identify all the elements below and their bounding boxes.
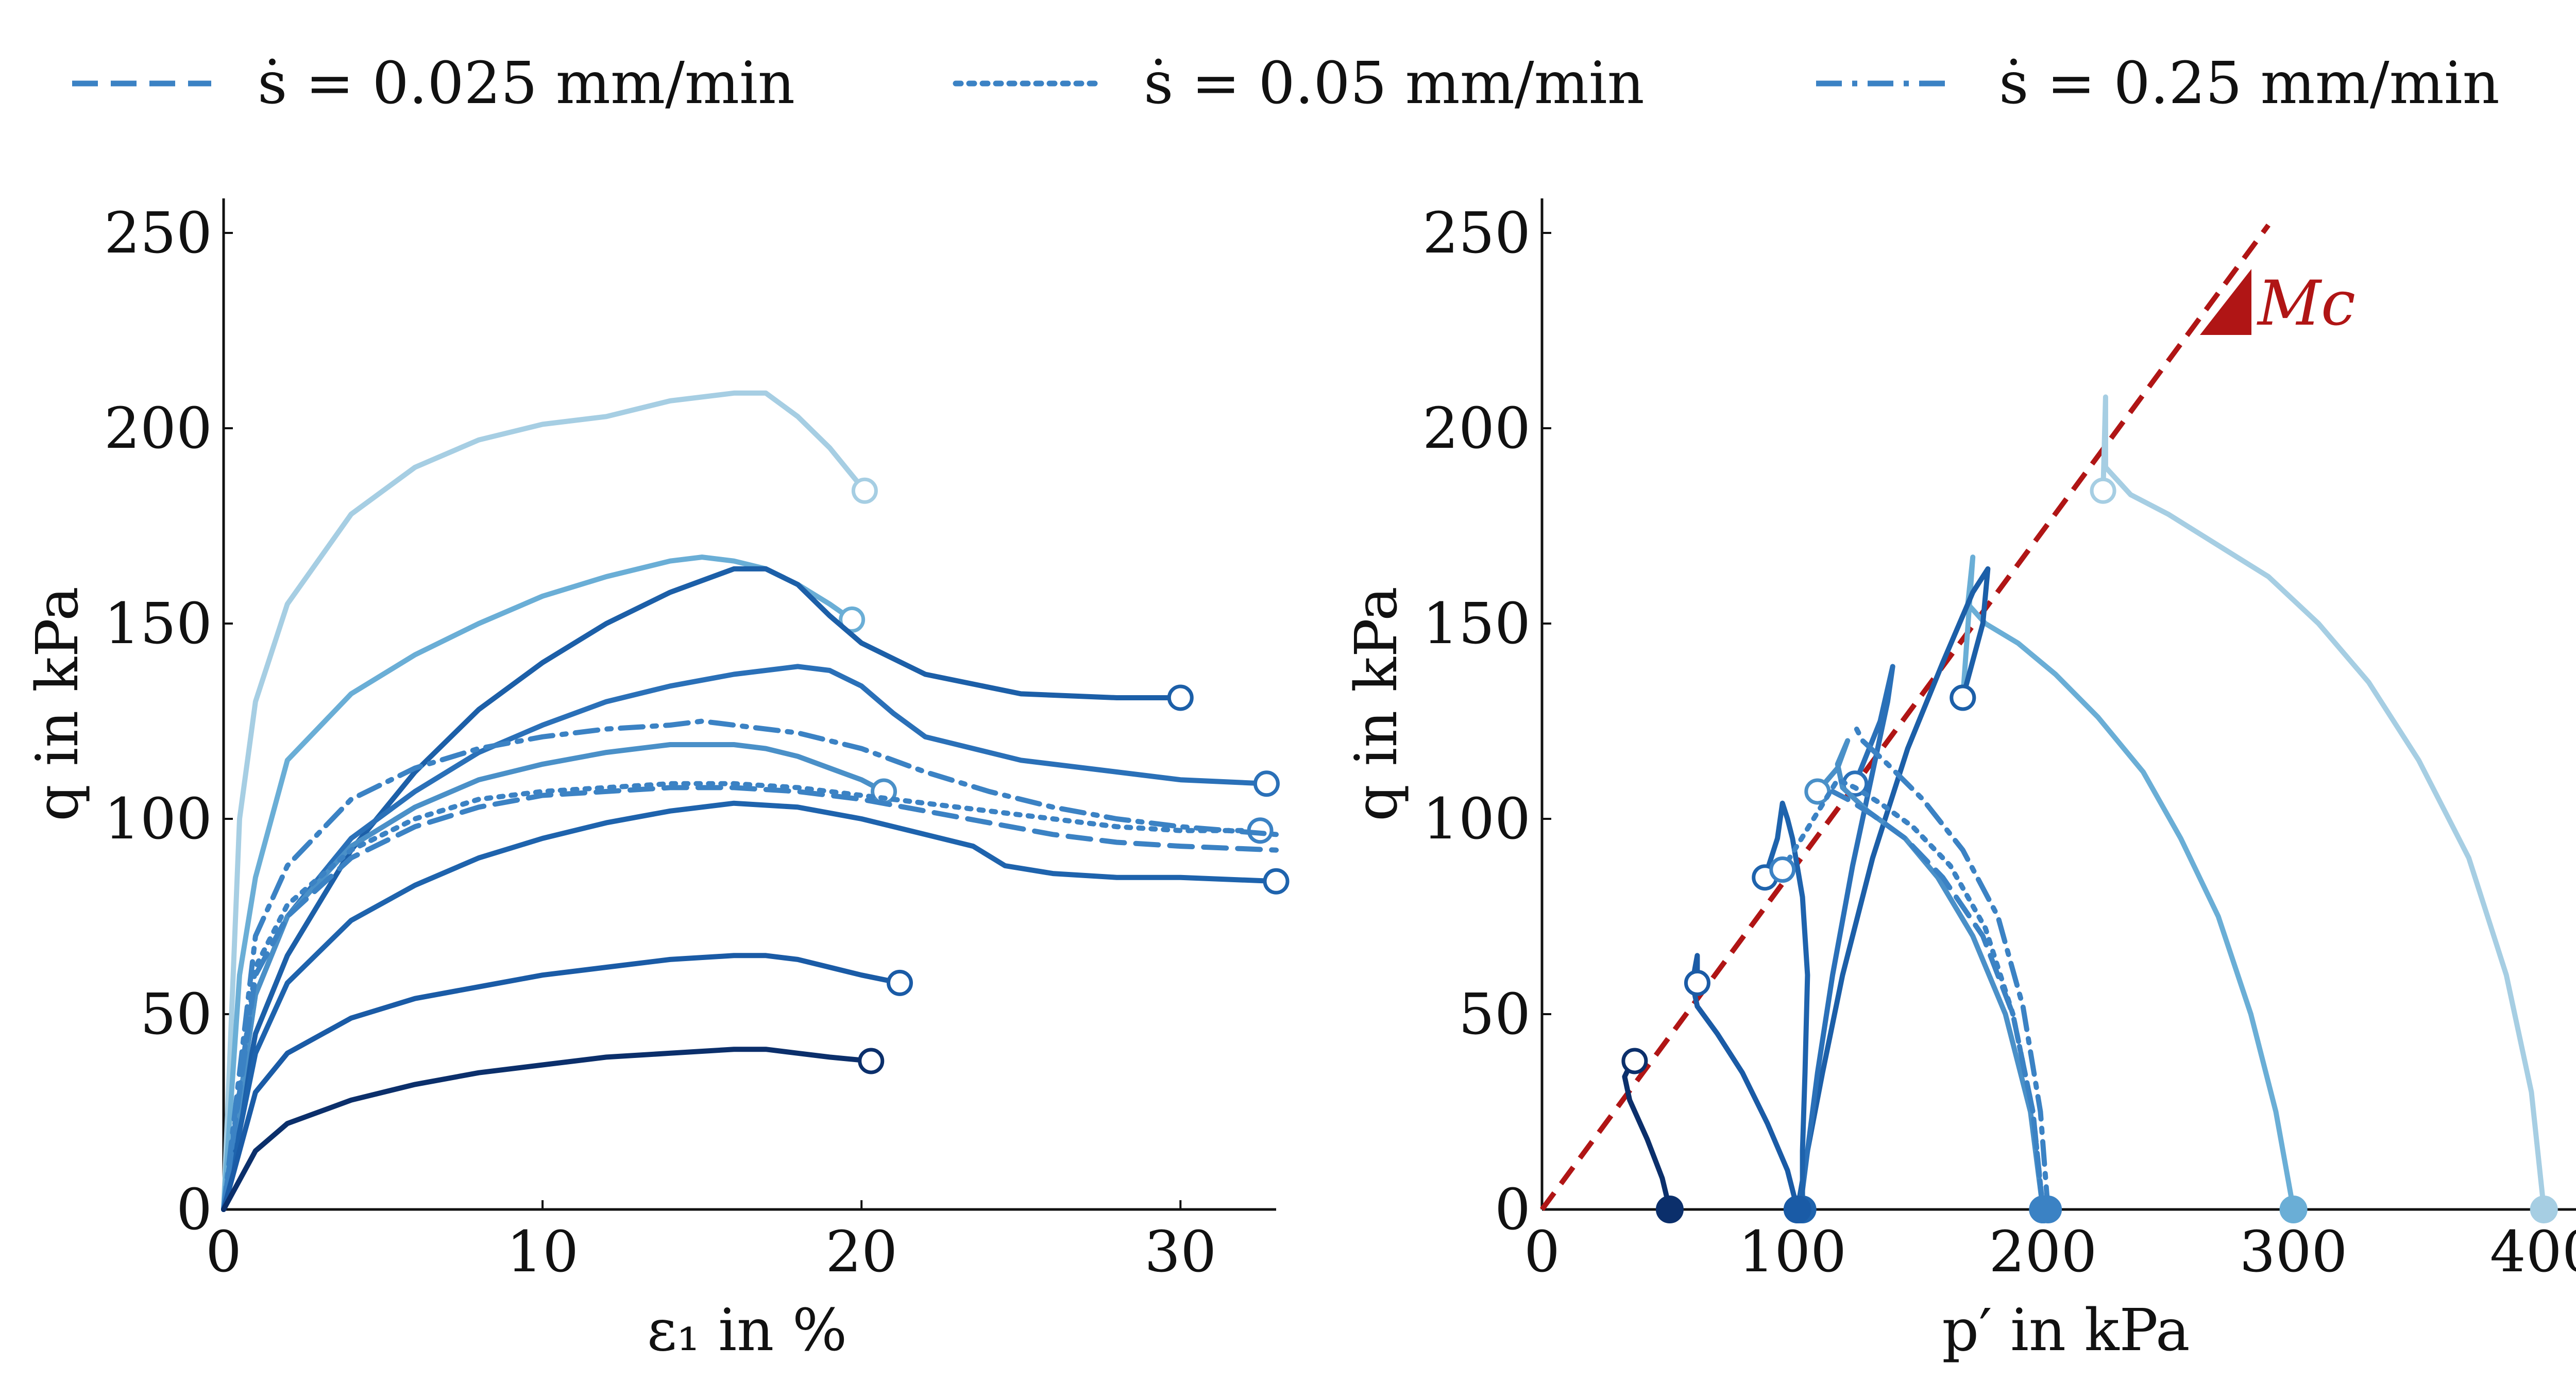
x-tick-label: 0 bbox=[206, 1219, 242, 1285]
start-marker bbox=[1655, 1196, 1684, 1223]
right-curves bbox=[1621, 394, 2558, 1223]
x-tick-label: 20 bbox=[825, 1219, 897, 1285]
series-line bbox=[1797, 664, 1895, 1212]
series-10 bbox=[221, 1047, 885, 1212]
end-marker bbox=[1621, 1048, 1648, 1074]
critical-state-line-group bbox=[1539, 223, 2270, 1211]
y-tick-label: 100 bbox=[104, 786, 212, 852]
end-marker bbox=[839, 606, 866, 633]
series-line bbox=[1960, 554, 2296, 1212]
series-line bbox=[1830, 788, 2046, 1212]
series-8 bbox=[1850, 718, 2062, 1223]
series-line bbox=[221, 664, 1269, 1212]
x-tick-label: 0 bbox=[1524, 1219, 1560, 1285]
end-marker bbox=[851, 477, 878, 504]
series-line bbox=[1850, 718, 2051, 1212]
y-tick-label: 250 bbox=[1422, 200, 1531, 266]
right-ticks: 0 100 200 300 400 0 50 100 150 200 250 bbox=[1422, 200, 2576, 1285]
series-line bbox=[221, 742, 887, 1212]
end-marker bbox=[858, 1048, 885, 1074]
legend-item-dashdot: ṡ = 0.25 mm/min bbox=[1816, 50, 2500, 117]
legend-label-dashdot: ṡ = 0.25 mm/min bbox=[1999, 50, 2500, 117]
end-marker bbox=[1167, 684, 1194, 711]
series-line bbox=[221, 781, 1263, 1212]
y-tick-label: 200 bbox=[104, 395, 212, 461]
right-y-axis-title: q in kPa bbox=[1343, 586, 1410, 821]
series-line bbox=[221, 800, 1279, 1212]
series-1 bbox=[1950, 554, 2308, 1223]
series-line bbox=[221, 1047, 874, 1212]
series-0 bbox=[2090, 394, 2558, 1223]
series-line bbox=[1689, 953, 1800, 1212]
left-curves bbox=[221, 390, 1290, 1212]
series-line bbox=[1794, 566, 1991, 1212]
critical-state-line bbox=[1539, 223, 2270, 1211]
x-tick-label: 300 bbox=[2240, 1219, 2348, 1285]
mc-slope-triangle bbox=[2200, 269, 2251, 335]
series-line bbox=[221, 390, 868, 1212]
series-line bbox=[1622, 1058, 1672, 1212]
series-0 bbox=[221, 390, 878, 1212]
y-tick-label: 150 bbox=[104, 591, 212, 657]
left-x-axis-title: ε₁ in % bbox=[647, 1297, 848, 1364]
series-7 bbox=[221, 781, 1274, 1212]
stress-path-panel: 0 100 200 300 400 0 50 100 150 200 250 p′ in kPa q… bbox=[1343, 198, 2576, 1364]
legend-label-dashed: ṡ = 0.025 mm/min bbox=[258, 50, 795, 117]
y-tick-label: 200 bbox=[1422, 395, 1531, 461]
legend: ṡ = 0.025 mm/min ṡ = 0.05 mm/min ṡ = 0.2… bbox=[72, 50, 2500, 117]
y-tick-label: 0 bbox=[176, 1176, 212, 1242]
series-5 bbox=[221, 800, 1290, 1212]
series-8 bbox=[221, 718, 1279, 1212]
y-tick-label: 0 bbox=[1495, 1176, 1531, 1242]
x-tick-label: 10 bbox=[506, 1219, 579, 1285]
legend-label-dotted: ṡ = 0.05 mm/min bbox=[1144, 50, 1645, 117]
y-tick-label: 100 bbox=[1422, 786, 1531, 852]
start-marker bbox=[2034, 1196, 2062, 1223]
y-tick-label: 50 bbox=[1459, 981, 1531, 1047]
x-tick-label: 100 bbox=[1738, 1219, 1846, 1285]
end-marker bbox=[1253, 770, 1280, 797]
series-10 bbox=[1621, 1048, 1684, 1223]
end-marker bbox=[886, 969, 913, 996]
series-line bbox=[221, 953, 903, 1212]
x-tick-label: 400 bbox=[2490, 1219, 2576, 1285]
legend-item-dashed: ṡ = 0.025 mm/min bbox=[72, 50, 795, 117]
end-marker bbox=[1684, 969, 1710, 996]
series-line bbox=[2100, 394, 2547, 1212]
series-line bbox=[1762, 800, 1810, 1212]
series-2 bbox=[221, 566, 1194, 1212]
series-3 bbox=[221, 664, 1280, 1212]
end-marker bbox=[1263, 868, 1290, 895]
y-tick-label: 50 bbox=[140, 981, 212, 1047]
series-line bbox=[1780, 777, 2046, 1212]
end-marker bbox=[1950, 684, 1976, 711]
start-marker bbox=[1783, 1196, 1811, 1223]
end-marker bbox=[2090, 477, 2116, 504]
x-tick-label: 30 bbox=[1144, 1219, 1216, 1285]
series-9 bbox=[1684, 953, 1811, 1223]
right-x-axis-title: p′ in kPa bbox=[1942, 1297, 2190, 1364]
series-9 bbox=[221, 953, 913, 1212]
series-line bbox=[221, 785, 1279, 1212]
start-marker bbox=[2279, 1196, 2308, 1223]
legend-item-dotted: ṡ = 0.05 mm/min bbox=[953, 50, 1645, 117]
x-tick-label: 200 bbox=[1989, 1219, 2097, 1285]
series-4 bbox=[221, 742, 897, 1212]
y-tick-label: 150 bbox=[1422, 591, 1531, 657]
mc-annotation: Mc bbox=[2257, 268, 2355, 340]
left-ticks: 0 10 20 30 0 50 100 150 200 250 bbox=[104, 200, 1216, 1285]
y-tick-label: 250 bbox=[104, 200, 212, 266]
series-6 bbox=[221, 785, 1279, 1212]
series-line bbox=[221, 566, 1183, 1212]
stress-strain-panel: 0 10 20 30 0 50 100 150 200 250 ε₁ in % q in kPa bbox=[24, 198, 1290, 1364]
end-marker bbox=[1769, 856, 1796, 883]
series-line bbox=[221, 718, 1279, 1212]
start-marker bbox=[2530, 1196, 2558, 1223]
left-y-axis-title: q in kPa bbox=[24, 586, 91, 821]
